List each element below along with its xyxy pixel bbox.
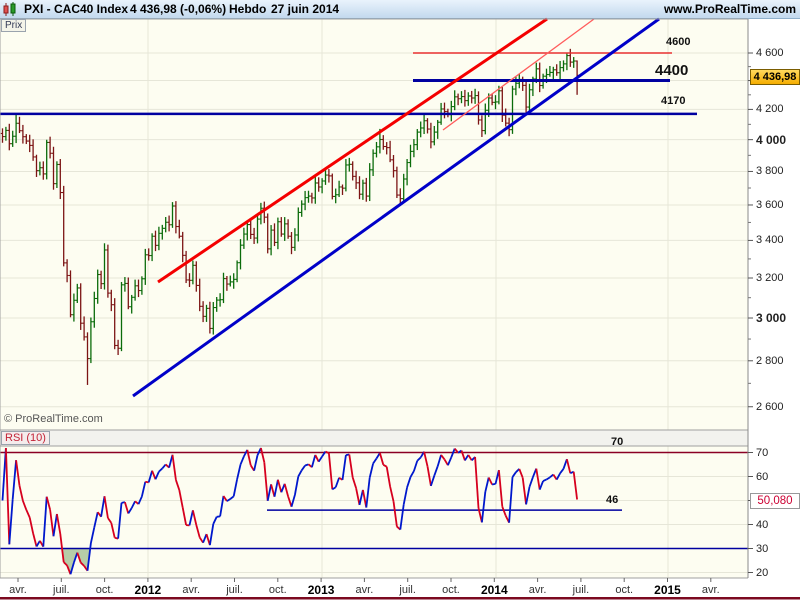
x-axis-month-label: juil. — [572, 584, 590, 596]
tab-rsi[interactable]: RSI (10) — [1, 431, 50, 445]
x-axis-month-label: avr. — [182, 584, 201, 596]
x-axis-month-label: juil. — [53, 584, 70, 596]
x-axis-month-label: oct. — [95, 584, 114, 596]
last-price-badge: 4 436,98 — [750, 69, 800, 85]
price-axis-label: 3 400 — [756, 234, 784, 247]
chart-title-bar: PXI - CAC40 Index 4 436,98 (-0,06%) Hebd… — [0, 0, 800, 19]
price-axis-label: 3 200 — [756, 272, 784, 284]
copyright-watermark: © ProRealTime.com — [4, 413, 103, 425]
price-axis-label: 4 600 — [756, 47, 784, 59]
level-4400-label: 4400 — [655, 62, 689, 79]
rsi-value-badge: 50,080 — [750, 493, 800, 509]
x-axis-month-label: avr. — [528, 584, 547, 596]
x-axis-month-label: oct. — [615, 584, 634, 596]
price-axis-label: 4 000 — [756, 132, 787, 147]
resistance-4600-label: 4600 — [666, 36, 691, 48]
price-axis-label: 2 600 — [756, 400, 784, 413]
x-axis-month-label: avr. — [9, 584, 27, 596]
tab-prix[interactable]: Prix — [1, 19, 27, 32]
price-axis-label: 3 600 — [756, 198, 784, 211]
price-axis-label: 2 800 — [756, 354, 784, 367]
price-axis-label: 3 800 — [756, 165, 784, 178]
x-axis-month-label: oct. — [442, 584, 460, 596]
date-label: 27 juin 2014 — [271, 2, 340, 16]
x-axis-month-label: avr. — [701, 584, 720, 596]
price-axis-label: 4 200 — [756, 103, 784, 116]
x-axis-month-label: juil. — [399, 584, 416, 596]
x-axis-month-label: avr. — [355, 584, 374, 596]
rsi-axis-label: 60 — [756, 470, 769, 483]
timeframe-label: Hebdo — [229, 2, 267, 16]
price-axis-label: 3 000 — [756, 311, 787, 325]
last-price-and-change: 4 436,98 (-0,06%) — [130, 2, 227, 16]
rsi-70-label: 70 — [611, 436, 624, 448]
rsi-axis-label: 40 — [756, 518, 769, 531]
prorealtime-url: www.ProRealTime.com — [663, 2, 796, 16]
instrument-name: PXI - CAC40 Index — [24, 2, 129, 16]
x-axis-year-label: 2014 — [480, 583, 508, 597]
rsi-axis-label: 20 — [756, 566, 769, 579]
rsi-46-label: 46 — [606, 494, 619, 506]
support-4170-label: 4170 — [661, 95, 686, 107]
x-axis-month-label: juil. — [226, 584, 243, 596]
x-axis-year-label: 2013 — [307, 583, 335, 597]
rsi-axis-label: 70 — [756, 446, 769, 459]
x-axis-year-label: 2012 — [134, 583, 162, 597]
candlestick-icon — [3, 2, 16, 16]
x-axis-year-label: 2015 — [654, 583, 681, 597]
x-axis-month-label: oct. — [268, 584, 287, 596]
rsi-axis-label: 30 — [756, 542, 769, 555]
